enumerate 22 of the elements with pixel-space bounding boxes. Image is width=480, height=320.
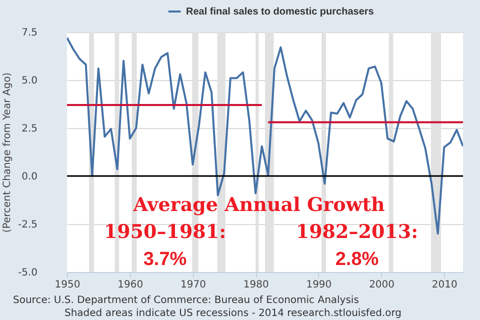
text: Shaded areas indicate US recessions - 2014 research.stlouisfed.org	[64, 308, 402, 319]
annotation: 2.8%	[335, 249, 379, 270]
y-tick-label: 5.0	[22, 76, 38, 86]
annotation: Average Annual Growth	[132, 194, 385, 216]
legend-label: Real final sales to domestic purchasers	[186, 6, 374, 18]
y-tick-label: 7.5	[22, 28, 38, 38]
annotation: 3.7%	[143, 249, 187, 270]
x-tick-label: 1960	[118, 280, 144, 290]
x-tick-label: 1970	[180, 280, 206, 290]
x-tick-label: 2010	[432, 280, 458, 290]
y-axis-title: (Percent Change from Year Ago)	[2, 72, 13, 233]
x-tick-label: 1980	[243, 280, 269, 290]
y-tick-label: 0.0	[22, 172, 38, 182]
y-tick-label: -5.0	[18, 268, 38, 278]
source-note: Source: U.S. Department of Commerce: Bureau of Economic Analysis	[13, 295, 359, 306]
y-tick-label: -2.5	[18, 220, 38, 230]
x-tick-label: 1950	[54, 280, 80, 290]
x-tick-label: 2000	[369, 280, 395, 290]
annotation: 1982–2013:	[296, 221, 418, 243]
y-tick-label: 2.5	[22, 124, 38, 134]
annotation: 1950–1981:	[104, 221, 226, 243]
x-tick-label: 1990	[306, 280, 332, 290]
